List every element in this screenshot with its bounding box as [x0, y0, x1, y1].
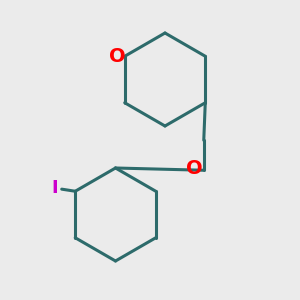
Text: O: O	[109, 47, 125, 66]
Text: I: I	[51, 179, 58, 197]
Text: O: O	[187, 159, 203, 178]
